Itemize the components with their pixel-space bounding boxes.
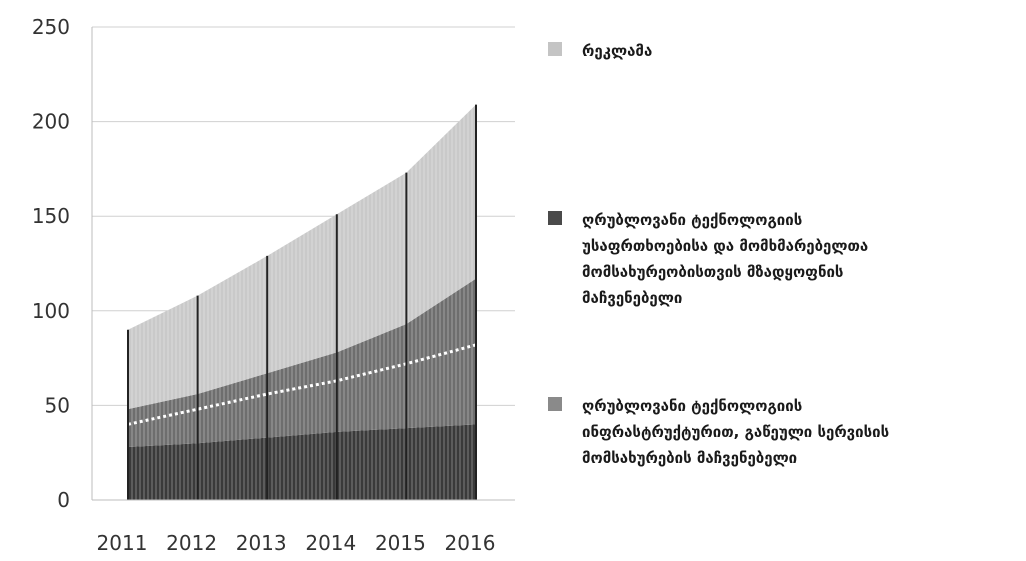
tick-labels: 0 50 100 150 200 250 2011 2012 2013 2014 2015 2016 (32, 15, 496, 555)
area-series-layer (127, 104, 477, 500)
y-tick-label: 250 (32, 15, 70, 39)
legend-swatch-advertising (548, 42, 562, 56)
x-tick-label: 2013 (236, 531, 287, 555)
legend-label-infrastructure: ღრუბლოვანი ტექნოლოგიის ინფრასტრუქტურით, … (582, 397, 890, 467)
y-tick-label: 0 (57, 488, 70, 512)
x-tick-label: 2014 (305, 531, 356, 555)
axes (91, 27, 515, 501)
area-base (128, 424, 476, 500)
legend-swatch-infrastructure (548, 397, 562, 411)
x-tick-label: 2012 (166, 531, 217, 555)
dotted-trend-line (127, 343, 477, 426)
area-infrastructure (128, 278, 476, 448)
y-tick-label: 150 (32, 204, 70, 228)
legend-label-security: ღრუბლოვანი ტექნოლოგიის უსაფრთხოებისა და … (582, 211, 869, 307)
legend-item-infrastructure: ღრუბლოვანი ტექნოლოგიის ინფრასტრუქტურით, … (548, 393, 1022, 471)
x-tick-label: 2015 (375, 531, 426, 555)
y-tick-label: 200 (32, 110, 70, 134)
year-markers (127, 104, 477, 500)
legend-item-security: ღრუბლოვანი ტექნოლოგიის უსაფრთხოებისა და … (548, 207, 1022, 311)
legend-item-advertising: რეკლამა (548, 38, 1022, 64)
y-tick-label: 100 (32, 299, 70, 323)
stacked-area-chart: 0 50 100 150 200 250 2011 2012 2013 2014 2015 2016 (32, 15, 515, 555)
area-advertising (128, 104, 476, 410)
legend-label-advertising: რეკლამა (582, 42, 653, 60)
legend-swatch-security (548, 211, 562, 225)
x-tick-label: 2016 (445, 531, 496, 555)
chart-legend: რეკლამა ღრუბლოვანი ტექნოლოგიის უსაფრთხოე… (548, 0, 1018, 561)
y-tick-label: 50 (45, 393, 70, 417)
x-tick-label: 2011 (97, 531, 148, 555)
dotted-trend-layer (127, 343, 477, 426)
